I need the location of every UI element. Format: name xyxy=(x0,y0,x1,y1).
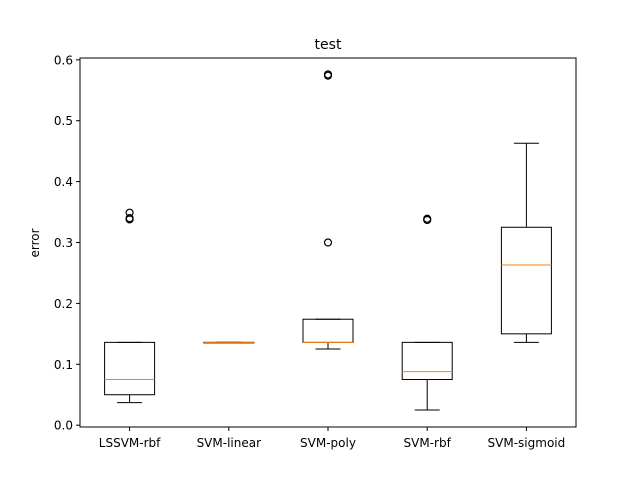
box-group-lssvm-rbf xyxy=(104,208,156,404)
boxes-layer xyxy=(104,70,552,411)
x-tick-label: SVM-rbf xyxy=(404,436,452,450)
y-ticks-layer: 0.0 0.1 0.2 0.3 0.4 0.5 0.6 xyxy=(54,53,80,433)
outlier-point xyxy=(125,214,134,223)
y-tick-label: 0.1 xyxy=(54,358,73,372)
x-tick-label: SVM-sigmoid xyxy=(488,436,566,450)
iqr-box xyxy=(104,341,156,396)
outlier-point xyxy=(323,70,333,79)
outlier-point xyxy=(125,208,134,217)
iqr-box xyxy=(500,226,552,335)
x-ticks-layer: LSSVM-rbf SVM-linear SVM-poly SVM-rbf SVM-si… xyxy=(99,427,565,450)
y-tick-label: 0.4 xyxy=(54,175,73,189)
plot-frame xyxy=(79,57,577,428)
box-group-svm-linear xyxy=(203,341,255,344)
x-tick-label: LSSVM-rbf xyxy=(99,436,161,450)
outlier-point xyxy=(323,238,333,247)
y-tick-label: 0.6 xyxy=(54,53,73,67)
box-group-svm-rbf xyxy=(401,214,453,411)
y-tick-label: 0.2 xyxy=(54,297,73,311)
y-tick-label: 0.3 xyxy=(54,236,73,250)
y-tick-label: 0.0 xyxy=(54,419,73,433)
outlier-point xyxy=(423,214,432,223)
y-tick-label: 0.5 xyxy=(54,114,73,128)
x-tick-label: SVM-linear xyxy=(197,436,262,450)
iqr-box xyxy=(401,341,453,381)
box-group-svm-sigmoid xyxy=(500,142,552,343)
box-group-svm-poly xyxy=(302,70,354,350)
y-axis-label: error xyxy=(28,228,42,257)
x-tick-label: SVM-poly xyxy=(300,436,356,450)
chart-title: test xyxy=(315,37,342,53)
